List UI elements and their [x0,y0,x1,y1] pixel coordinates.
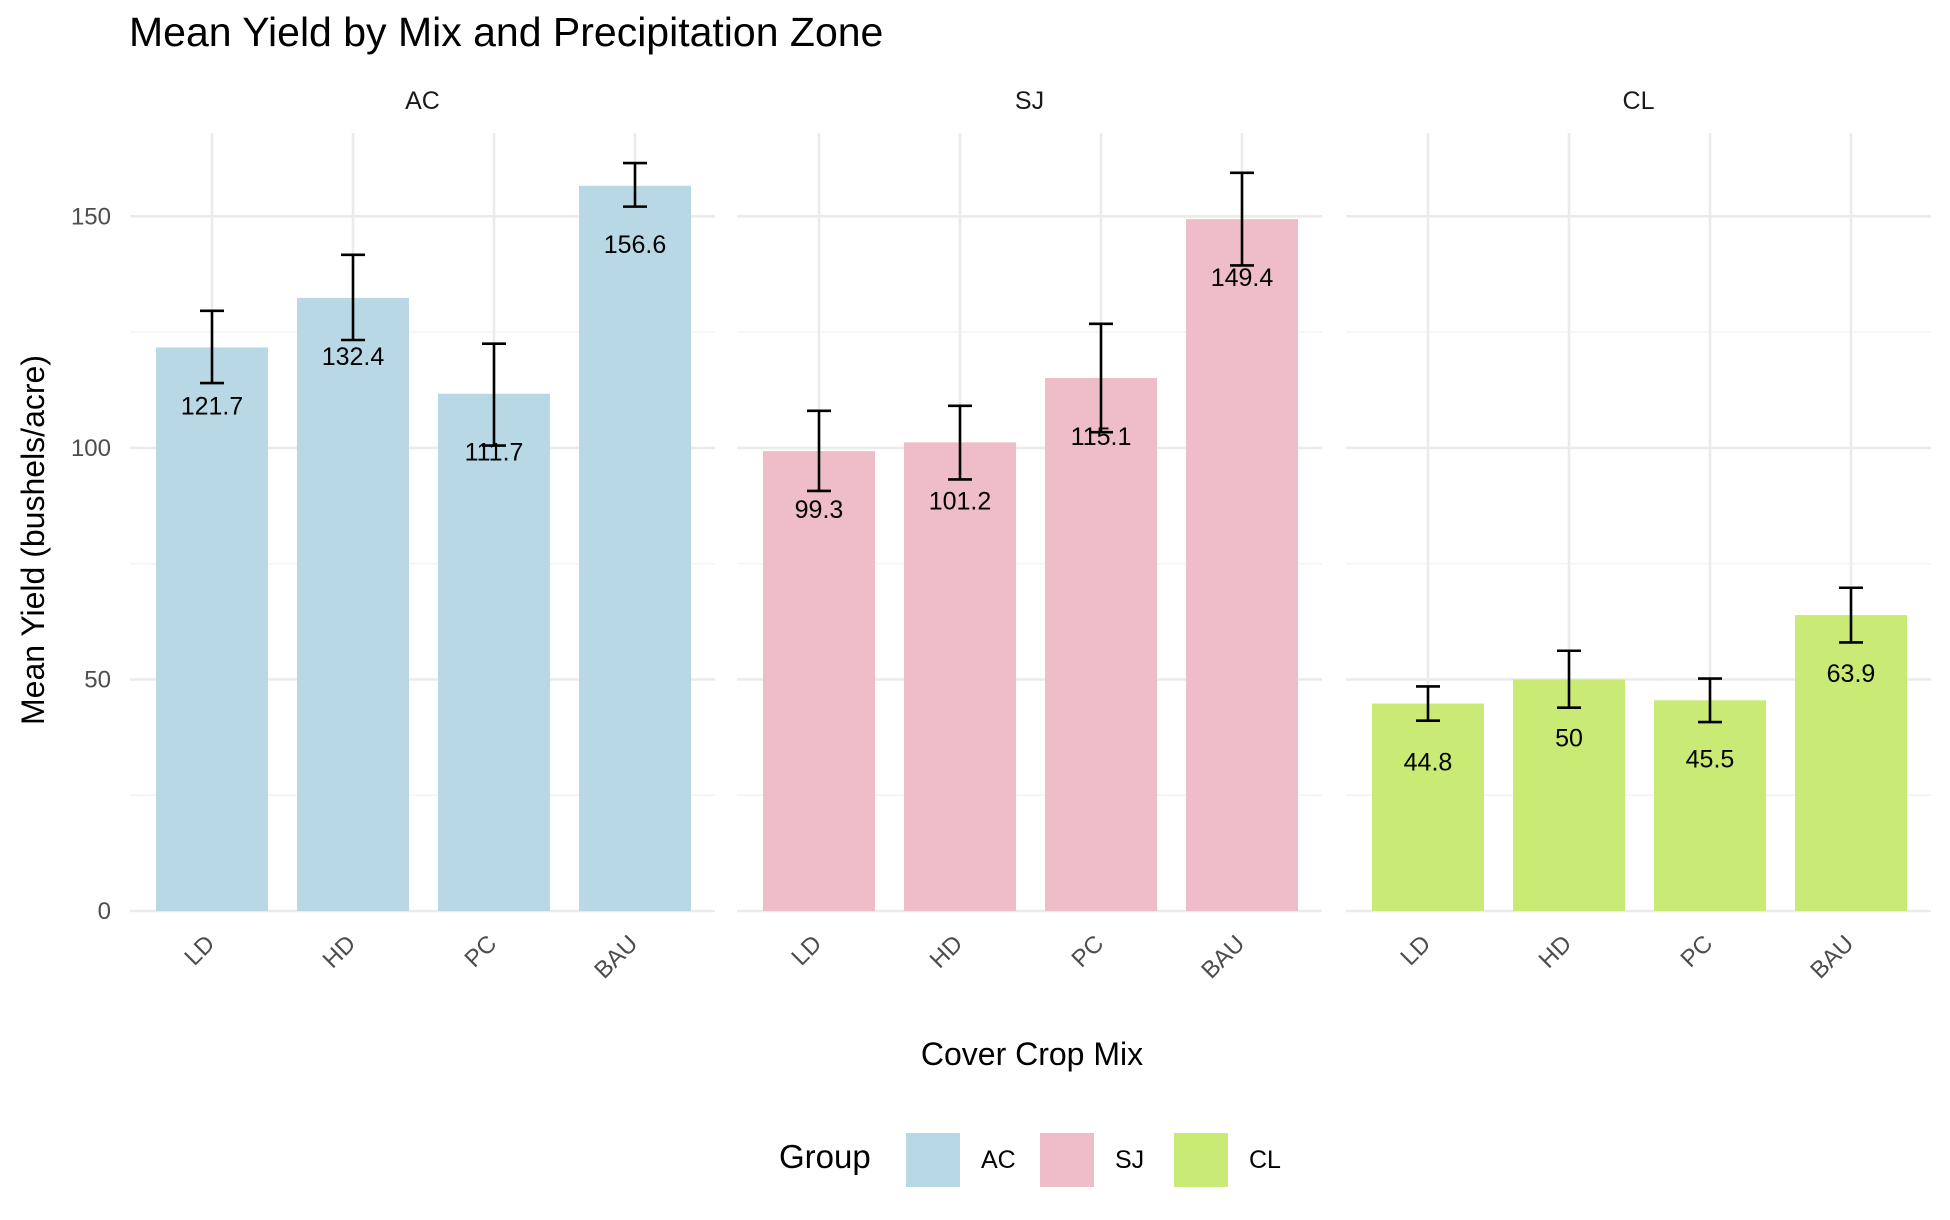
error-bar [341,253,365,342]
y-axis: 0 50 100 150 [71,203,111,925]
panel-cl: CL 44.8 LD 50 HD 45.5 PC 63.9 BAU [1346,87,1931,984]
bar-sj-bau [1186,219,1298,911]
bar-ac-hd [297,297,409,911]
y-axis-title: Mean Yield (bushels/acre) [15,355,51,725]
panel-sj: SJ 99.3 LD 101.2 HD 115.1 PC 149.4 BAU [737,87,1322,984]
legend-label: AC [981,1146,1016,1174]
x-tick-label: BAU [1196,930,1250,984]
facet-strip-label: AC [405,87,440,115]
legend-title: Group [779,1138,871,1175]
x-tick-label: LD [179,930,220,971]
data-label: 45.5 [1686,745,1735,773]
y-tick-label: 150 [71,203,111,230]
legend-items: AC SJ CL [906,1133,1281,1187]
error-bar [1230,171,1254,267]
bar-ac-pc [438,393,550,911]
legend-item-cl: CL [1174,1133,1281,1187]
data-label: 121.7 [181,392,244,420]
error-bar [1416,685,1440,722]
x-tick-label: BAU [589,930,643,984]
error-bar [807,409,831,493]
x-tick-label: LD [1395,930,1436,971]
legend: Group AC SJ CL [779,1133,1281,1187]
bar-sj-pc [1045,377,1157,911]
x-tick-label: PC [460,930,503,973]
legend-label: SJ [1115,1146,1144,1174]
legend-item-ac: AC [906,1133,1016,1187]
data-label: 63.9 [1827,660,1876,688]
error-bar [623,161,647,208]
bar-ac-bau [579,185,691,912]
x-tick-label: HD [318,930,362,974]
facet-strip-label: CL [1623,87,1655,115]
y-tick-label: 0 [98,898,111,925]
error-bar [482,342,506,447]
x-tick-label: PC [1676,930,1719,973]
x-tick-label: BAU [1805,930,1859,984]
data-label: 156.6 [604,231,667,259]
legend-item-sj: SJ [1040,1133,1144,1187]
x-axis-title: Cover Crop Mix [921,1036,1143,1072]
y-tick-label: 50 [84,666,111,693]
legend-label: CL [1249,1146,1281,1174]
chart-title: Mean Yield by Mix and Precipitation Zone [129,9,883,55]
x-tick-label: HD [1534,930,1578,974]
data-label: 50 [1555,724,1583,752]
error-bar [948,404,972,481]
bar-sj-ld [763,451,875,911]
error-bar [1557,649,1581,710]
x-tick-label: HD [925,930,969,974]
data-label: 115.1 [1071,423,1132,451]
legend-key [906,1133,960,1187]
data-label: 99.3 [795,496,844,524]
data-label: 44.8 [1404,749,1453,777]
facet-panels: AC 121.7 LD 132.4 HD 111.7 PC 156.6 BAU SJ 99.3 LD 1… [130,87,1931,984]
x-tick-label: PC [1067,930,1110,973]
bar-cl-bau [1795,615,1907,911]
legend-key [1040,1133,1094,1187]
error-bar [1698,677,1722,724]
error-bar [1839,586,1863,644]
x-tick-label: LD [786,930,827,971]
bar-cl-hd [1513,679,1625,911]
bar-cl-pc [1654,700,1766,911]
y-tick-label: 100 [71,435,111,462]
error-bar [200,309,224,385]
data-label: 132.4 [322,343,385,371]
bar-ac-ld [156,347,268,911]
error-bar [1089,322,1113,434]
data-label: 101.2 [929,487,992,515]
data-label: 149.4 [1211,264,1274,292]
legend-key [1174,1133,1228,1187]
bar-cl-ld [1372,703,1484,911]
data-label: 111.7 [465,439,524,467]
bar-sj-hd [904,442,1016,911]
facet-strip-label: SJ [1015,87,1044,115]
panel-ac: AC 121.7 LD 132.4 HD 111.7 PC 156.6 BAU [130,87,715,984]
